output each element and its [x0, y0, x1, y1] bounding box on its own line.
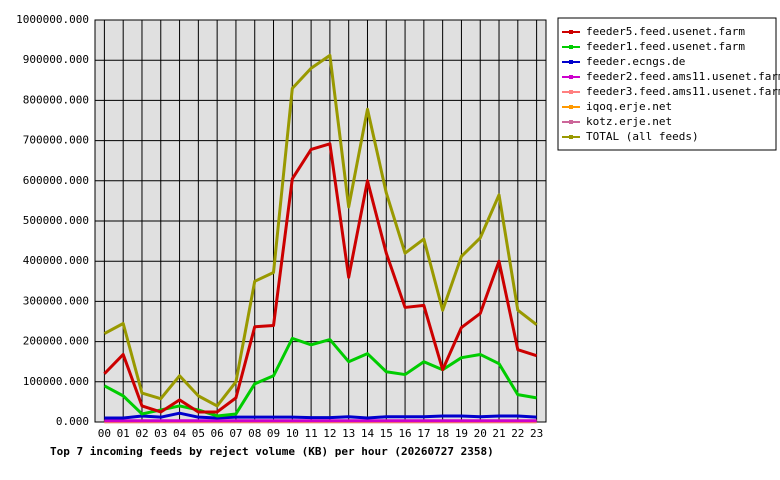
y-tick-label: 200000.000 [23, 335, 89, 348]
legend-label: TOTAL (all feeds) [586, 130, 699, 143]
x-tick-label: 21 [492, 427, 505, 440]
x-tick-label: 16 [398, 427, 411, 440]
x-tick-label: 01 [117, 427, 130, 440]
legend-marker [569, 120, 573, 124]
y-tick-label: 600000.000 [23, 174, 89, 187]
legend-label: kotz.erje.net [586, 115, 672, 128]
x-tick-label: 23 [530, 427, 543, 440]
legend-marker [569, 30, 573, 34]
legend-marker [569, 90, 573, 94]
legend-label: iqoq.erje.net [586, 100, 672, 113]
x-tick-label: 04 [173, 427, 187, 440]
x-tick-label: 05 [192, 427, 205, 440]
x-tick-label: 10 [286, 427, 299, 440]
x-tick-label: 08 [248, 427, 261, 440]
x-tick-label: 17 [417, 427, 430, 440]
x-tick-label: 11 [304, 427, 317, 440]
x-tick-label: 15 [380, 427, 393, 440]
y-tick-label: 900000.000 [23, 53, 89, 66]
x-tick-label: 00 [98, 427, 111, 440]
x-tick-label: 19 [455, 427, 468, 440]
series-line [103, 142, 538, 414]
x-tick-label: 20 [474, 427, 487, 440]
legend-marker [569, 135, 573, 139]
x-tick-label: 18 [436, 427, 449, 440]
y-tick-label: 0.000 [56, 415, 89, 428]
x-tick-label: 14 [361, 427, 375, 440]
chart-title: Top 7 incoming feeds by reject volume (K… [50, 445, 494, 458]
x-tick-label: 12 [323, 427, 336, 440]
y-tick-label: 100000.000 [23, 375, 89, 388]
legend-marker [569, 105, 573, 109]
x-tick-label: 09 [267, 427, 280, 440]
legend-label: feeder5.feed.usenet.farm [586, 25, 745, 38]
y-tick-label: 500000.000 [23, 214, 89, 227]
x-tick-label: 22 [511, 427, 524, 440]
y-tick-label: 700000.000 [23, 134, 89, 147]
legend-label: feeder2.feed.ams11.usenet.farm [586, 70, 780, 83]
y-tick-label: 1000000.000 [16, 13, 89, 26]
y-tick-label: 400000.000 [23, 254, 89, 267]
legend-label: feeder1.feed.usenet.farm [586, 40, 745, 53]
y-tick-label: 300000.000 [23, 294, 89, 307]
x-tick-label: 06 [211, 427, 224, 440]
y-tick-label: 800000.000 [23, 93, 89, 106]
legend-box [557, 17, 777, 151]
x-tick-label: 03 [154, 427, 167, 440]
x-tick-label: 02 [135, 427, 148, 440]
legend-marker [569, 45, 573, 49]
legend-marker [569, 75, 573, 79]
x-tick-label: 07 [229, 427, 242, 440]
x-tick-label: 13 [342, 427, 355, 440]
legend-marker [569, 60, 573, 64]
series-line [103, 336, 537, 418]
series-line [104, 411, 537, 420]
legend-label: feeder3.feed.ams11.usenet.farm [586, 85, 780, 98]
legend-label: feeder.ecngs.de [586, 55, 685, 68]
series-line [103, 53, 538, 408]
